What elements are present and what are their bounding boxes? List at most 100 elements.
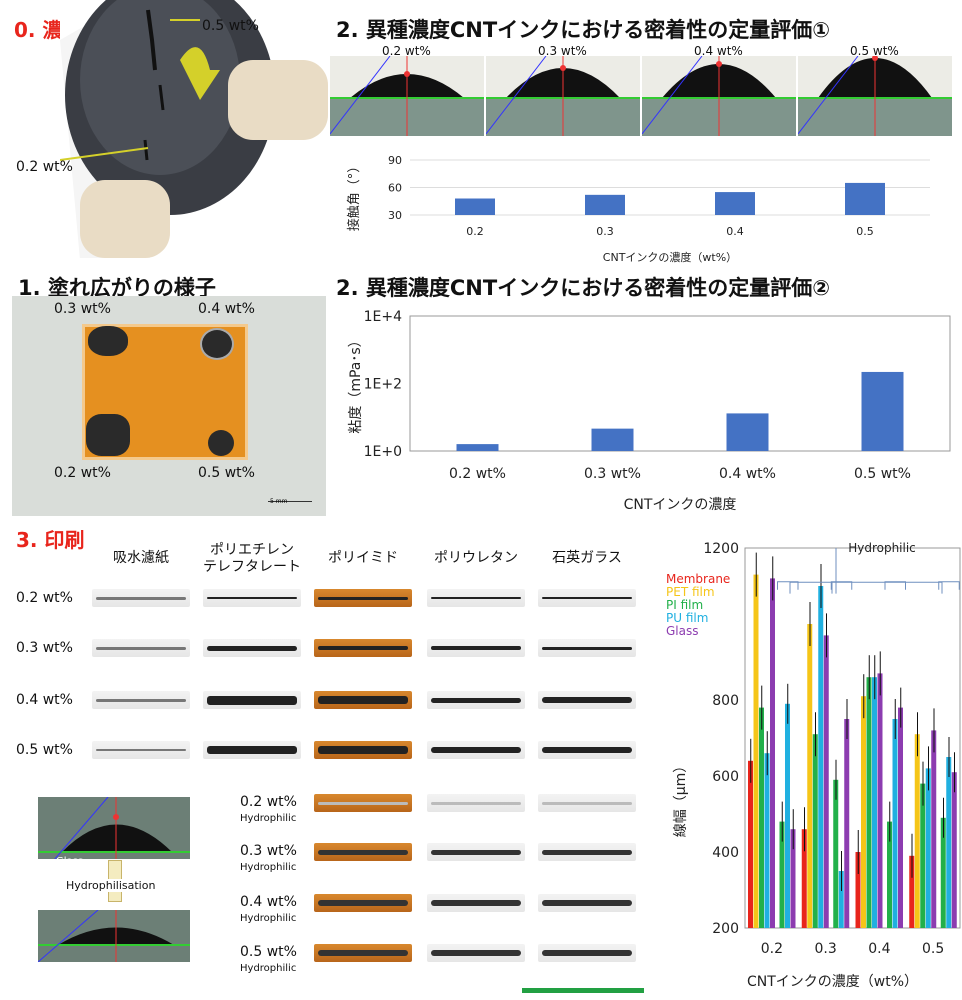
glass-inset-before (38, 797, 190, 859)
y-tick-label: 1E+0 (364, 444, 402, 460)
viscosity-chart: 1E+0 1E+2 1E+4 0.2 wt% 0.3 wt% 0.4 wt% 0.5 wt%… (348, 309, 951, 513)
y-tick-label: 400 (712, 845, 739, 861)
hydro-row-label: 0.3 wt% (240, 843, 297, 859)
print-row-label: 0.4 wt% (16, 692, 73, 708)
y-tick-label: 600 (712, 769, 739, 785)
contact-photo (798, 56, 952, 136)
bar (812, 734, 818, 928)
glass-inset-after (38, 910, 190, 962)
hydro-print-sample (427, 794, 525, 812)
hydro-print-sample (314, 843, 412, 861)
x-tick-label: 0.3 (814, 941, 836, 957)
y-tick-label: 1E+2 (364, 377, 402, 393)
section-3-title: 3. 印刷 (16, 528, 85, 552)
bar (920, 783, 926, 928)
print-column-header: 石英ガラス (552, 550, 622, 566)
hydrophilic-bracket (884, 581, 906, 590)
print-sample (427, 691, 525, 709)
print-sample (203, 691, 301, 709)
x-tick-label: 0.5 wt% (854, 466, 911, 482)
print-row-label: 0.3 wt% (16, 640, 73, 656)
x-axis-label: CNTインクの濃度（wt%） (747, 974, 918, 990)
y-tick-label: 200 (712, 921, 739, 937)
print-sample (92, 589, 190, 607)
bar (726, 413, 769, 451)
y-tick-label: 30 (388, 209, 402, 222)
contact-photo-label: 0.4 wt% (694, 44, 743, 58)
inset-glass-label: Glass (56, 856, 84, 867)
bar (925, 768, 931, 928)
hydrophilic-bracket (830, 581, 853, 590)
wafer-label-high: 0.5 wt% (202, 18, 259, 34)
bar (845, 182, 885, 215)
hydrophilic-connector (789, 548, 943, 594)
hydrophilic-bar (898, 707, 903, 928)
section-2a-title: 2. 異種濃度CNTインクにおける密着性の定量評価① (336, 18, 830, 42)
hydrophilic-bar (785, 703, 790, 928)
hydrophilic-bar (779, 821, 785, 928)
print-sample (92, 741, 190, 759)
legend-entry: Membrane (666, 572, 730, 586)
print-sample (314, 741, 412, 759)
y-tick-label: 800 (712, 693, 739, 709)
scale-bar (522, 988, 644, 993)
bar (759, 707, 764, 928)
bar (748, 760, 753, 928)
bar (753, 574, 759, 928)
hydrophilic-bar (844, 719, 850, 928)
inset-arrow-label: Hydrophilisation (66, 879, 156, 892)
print-sample (538, 639, 636, 657)
contact-photo-label: 0.5 wt% (850, 44, 899, 58)
bar (715, 192, 755, 215)
x-axis-label: CNTインクの濃度（wt%） (603, 250, 737, 264)
print-column-header: ポリエチレン テレフタレート (203, 542, 301, 575)
contact-photo-label: 0.2 wt% (382, 44, 431, 58)
spread-label-bl: 0.2 wt% (54, 465, 111, 481)
hydro-print-sample (427, 894, 525, 912)
bar (591, 428, 634, 451)
print-row-label: 0.5 wt% (16, 742, 73, 758)
line-width-chart: 200 400 600 800 1200 0.2 0.3 0.4 0.5 Hydrophilic M… (666, 541, 961, 990)
print-sample (314, 639, 412, 657)
hydro-row-sublabel: Hydrophilic (240, 862, 297, 873)
wafer-photo (60, 0, 328, 258)
hydro-print-sample (538, 894, 636, 912)
hydro-row-sublabel: Hydrophilic (240, 913, 297, 924)
hydro-row-sublabel: Hydrophilic (240, 813, 297, 824)
contact-photo (330, 56, 484, 136)
hydro-print-sample (314, 894, 412, 912)
bar (456, 444, 499, 451)
bar (770, 578, 775, 928)
x-tick-label: 0.2 (761, 941, 783, 957)
spreading-photo (12, 296, 326, 516)
print-sample (314, 691, 412, 709)
print-sample (538, 589, 636, 607)
hydro-print-sample (314, 794, 412, 812)
bar (807, 624, 813, 928)
y-tick-label: 1E+4 (364, 309, 402, 325)
bar (818, 586, 824, 928)
x-tick-label: 0.5 (922, 941, 944, 957)
hydro-print-sample (538, 843, 636, 861)
print-sample (538, 691, 636, 709)
hydrophilic-bar (887, 821, 892, 928)
bar (764, 753, 770, 928)
bar (872, 677, 877, 928)
contact-photo-label: 0.3 wt% (538, 44, 587, 58)
print-row-label: 0.2 wt% (16, 590, 73, 606)
y-tick-label: 90 (388, 154, 402, 167)
contact-photo (642, 56, 796, 136)
section-2b-title: 2. 異種濃度CNTインクにおける密着性の定量評価② (336, 276, 830, 300)
print-sample (92, 639, 190, 657)
print-sample (203, 589, 301, 607)
bar (931, 730, 937, 928)
x-tick-label: 0.5 (856, 225, 874, 238)
plot-frame (409, 315, 951, 452)
bar (855, 852, 861, 928)
hydro-print-sample (538, 794, 636, 812)
hydrophilic-bar (946, 757, 952, 928)
hydrophilic-bar (833, 779, 839, 928)
print-sample (538, 741, 636, 759)
hydrophilic-bar (940, 817, 946, 928)
bar (866, 677, 872, 928)
